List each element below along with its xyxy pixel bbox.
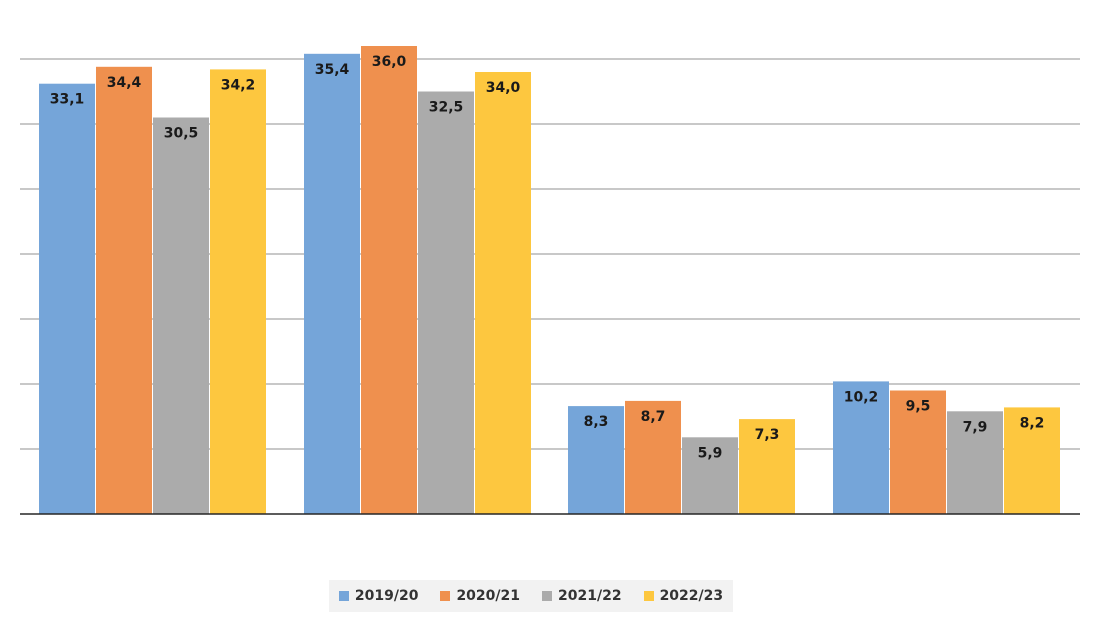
legend-label-series-4: 2022/23 (659, 588, 724, 604)
data-label-series-1-group-2: 35,4 (315, 62, 350, 78)
bar-chart: 33,1 35,4 8,3 10,2 34,4 36,0 8,7 9,5 30,5 32,5 5,9… (20, 46, 1080, 515)
legend: 2019/20 2020/21 2021/22 2022/23 (329, 580, 733, 612)
legend-label-series-1: 2019/20 (354, 588, 419, 604)
data-label-series-4-group-1: 34,2 (221, 77, 256, 93)
legend-label-series-3: 2021/22 (558, 588, 622, 604)
data-label-series-1-group-4: 10,2 (844, 389, 879, 405)
bar-series-1-group-4 (833, 381, 889, 514)
bar-series-2-group-4 (890, 390, 946, 514)
data-label-series-2-group-1: 34,4 (107, 75, 142, 91)
data-label-series-2-group-2: 36,0 (372, 54, 407, 70)
data-label-series-4-group-3: 7,3 (755, 427, 780, 443)
bar-series-3-group-4 (947, 411, 1003, 514)
legend-label-series-2: 2020/21 (456, 588, 520, 604)
legend-item-series-3: 2021/22 (542, 588, 622, 604)
legend-swatch-series-4 (643, 591, 654, 601)
data-label-series-3-group-3: 5,9 (698, 445, 723, 461)
bar-series-4-group-2 (475, 72, 531, 514)
bar-series-2-group-3 (625, 400, 681, 514)
bar-series-4-group-4 (1004, 407, 1060, 514)
bar-series-3-group-1 (153, 117, 209, 514)
bars (39, 46, 1060, 515)
data-label-series-2-group-3: 8,7 (641, 409, 666, 425)
legend-swatch-series-2 (440, 591, 451, 601)
legend-item-series-4: 2022/23 (643, 588, 724, 604)
data-label-series-1-group-1: 33,1 (50, 92, 85, 108)
bar-series-1-group-2 (304, 53, 360, 515)
data-label-series-2-group-4: 9,5 (906, 399, 931, 415)
data-label-series-4-group-2: 34,0 (486, 80, 521, 96)
bar-series-4-group-3 (739, 419, 795, 514)
bar-series-3-group-2 (418, 91, 474, 514)
legend-item-series-1: 2019/20 (338, 588, 419, 604)
data-labels: 33,1 35,4 8,3 10,2 34,4 36,0 8,7 9,5 30,5 32,5 5,9… (50, 54, 1045, 461)
bar-series-4-group-1 (210, 69, 266, 515)
data-label-series-1-group-3: 8,3 (584, 414, 609, 430)
legend-swatch-series-3 (542, 591, 552, 601)
bar-series-3-group-3 (682, 437, 738, 514)
legend-swatch-series-1 (338, 591, 349, 601)
data-label-series-3-group-2: 32,5 (429, 100, 464, 116)
data-label-series-4-group-4: 8,2 (1020, 415, 1045, 431)
legend-item-series-2: 2020/21 (440, 588, 520, 604)
bar-series-2-group-2 (361, 46, 417, 514)
bar-series-1-group-1 (39, 83, 95, 514)
bar-series-2-group-1 (96, 66, 152, 515)
data-label-series-3-group-1: 30,5 (164, 126, 199, 142)
data-label-series-3-group-4: 7,9 (963, 419, 988, 435)
bar-series-1-group-3 (568, 406, 624, 514)
